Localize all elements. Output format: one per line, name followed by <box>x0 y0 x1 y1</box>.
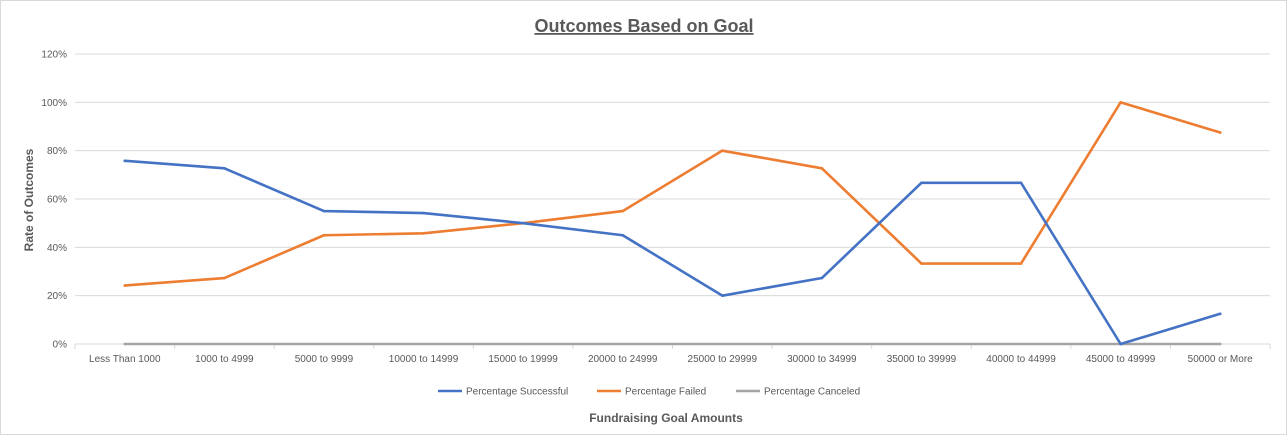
x-tick-label: 35000 to 39999 <box>887 354 957 365</box>
data-point <box>521 342 525 346</box>
data-point <box>123 284 127 287</box>
data-point <box>322 342 326 346</box>
y-tick-label: 60% <box>47 195 67 206</box>
data-point <box>920 342 923 346</box>
x-tick-label: 5000 to 9999 <box>295 354 354 365</box>
data-point <box>720 342 724 346</box>
data-point <box>720 149 724 152</box>
x-tick-label: 20000 to 24999 <box>588 354 658 365</box>
legend-label: Percentage Failed <box>625 387 706 398</box>
data-point <box>820 167 824 170</box>
data-point <box>621 209 625 213</box>
data-point <box>223 276 226 280</box>
data-point <box>123 342 127 346</box>
data-point <box>820 342 824 346</box>
data-point <box>1019 262 1023 265</box>
series-line-percentage-successful <box>123 159 1222 346</box>
y-tick-label: 0% <box>53 340 68 351</box>
x-axis-title: Fundraising Goal Amounts <box>589 411 743 425</box>
x-tick-label: 25000 to 29999 <box>688 354 758 365</box>
chart-title: Outcomes Based on Goal <box>534 16 753 36</box>
data-point <box>820 276 824 280</box>
x-tick-label: 45000 to 49999 <box>1086 354 1156 365</box>
data-point <box>1218 342 1222 346</box>
legend: Percentage Successful Percentage Failed Pe… <box>438 387 860 398</box>
x-tick-label: 50000 or More <box>1188 354 1253 365</box>
data-point <box>621 233 625 237</box>
data-point <box>521 221 525 225</box>
data-point <box>1218 131 1222 134</box>
y-tick-label: 40% <box>47 243 67 254</box>
data-point <box>422 211 425 215</box>
data-point <box>1119 342 1122 346</box>
y-tick-label: 120% <box>41 50 67 61</box>
data-point <box>920 181 923 185</box>
gridlines <box>75 53 1270 345</box>
data-point <box>621 342 625 346</box>
y-tick-label: 100% <box>41 98 67 109</box>
data-point <box>1119 101 1122 104</box>
y-axis-ticks: 0% 20% 40% 60% 80% 100% 120% <box>41 50 67 351</box>
x-tick-label: 10000 to 14999 <box>389 354 459 365</box>
data-point <box>422 232 425 235</box>
data-point <box>123 159 127 163</box>
legend-item-percentage-failed: Percentage Failed <box>597 387 706 398</box>
x-tick-label: 1000 to 4999 <box>195 354 254 365</box>
data-point <box>223 342 226 346</box>
y-tick-label: 80% <box>47 146 67 157</box>
data-point <box>920 262 923 265</box>
legend-label: Percentage Canceled <box>764 387 860 398</box>
data-point <box>223 167 226 170</box>
data-point <box>322 209 326 213</box>
legend-label: Percentage Successful <box>466 387 568 398</box>
y-axis-title: Rate of Outcomes <box>22 148 36 251</box>
series-line-percentage-failed <box>123 101 1222 287</box>
x-tick-label: 30000 to 34999 <box>787 354 857 365</box>
x-axis-ticks: Less Than 1000 1000 to 4999 5000 to 9999 10… <box>74 344 1271 365</box>
legend-item-percentage-successful: Percentage Successful <box>438 387 568 398</box>
data-point <box>720 294 724 297</box>
data-point <box>1019 342 1023 346</box>
x-tick-label: 40000 to 44999 <box>986 354 1056 365</box>
x-tick-label: 15000 to 19999 <box>488 354 558 365</box>
data-point <box>1218 312 1222 316</box>
series-lines <box>123 101 1222 346</box>
data-point <box>422 342 425 346</box>
legend-item-percentage-canceled: Percentage Canceled <box>736 387 860 398</box>
y-tick-label: 20% <box>47 291 67 302</box>
x-tick-label: Less Than 1000 <box>89 354 161 365</box>
data-point <box>322 233 326 237</box>
data-point <box>1019 181 1023 185</box>
